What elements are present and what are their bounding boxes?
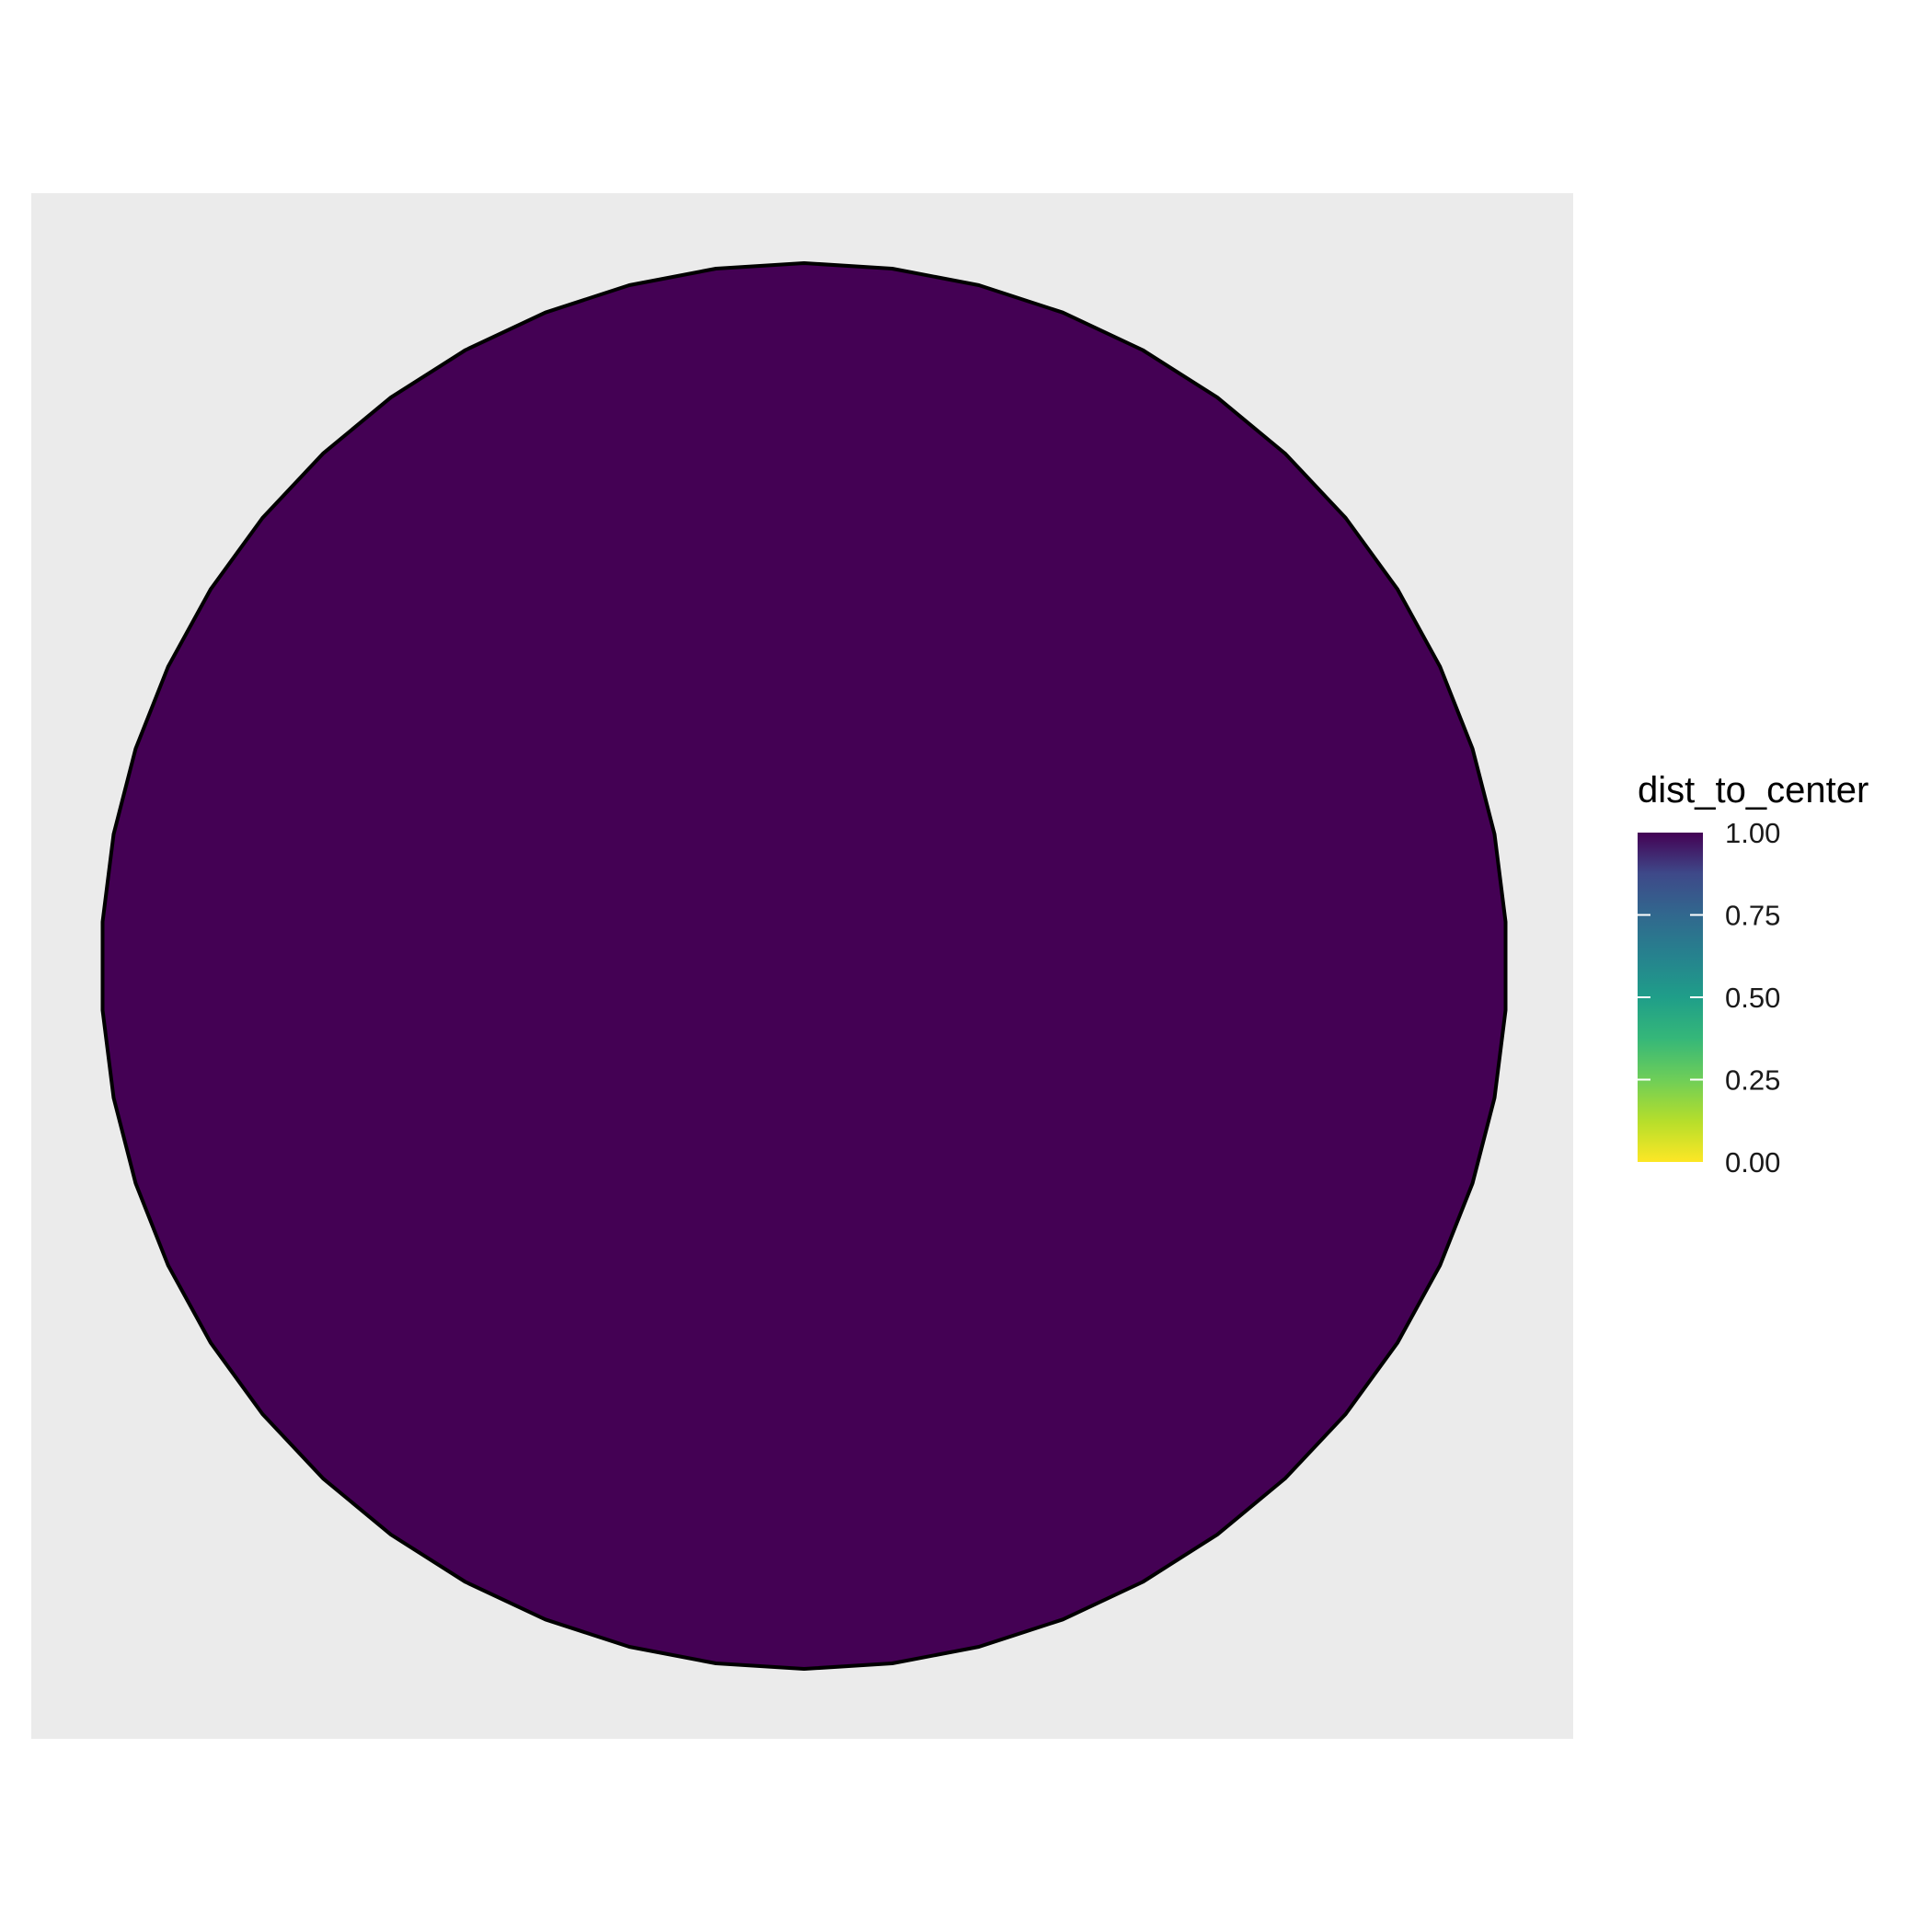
- legend: dist_to_center 0.00 0.25 0.50 0.75 1.00: [1638, 770, 1869, 1179]
- legend-tick-label: 1.00: [1725, 817, 1780, 849]
- legend-title: dist_to_center: [1638, 770, 1869, 811]
- legend-tick-label: 0.00: [1725, 1146, 1780, 1179]
- circle-polygon: [100, 261, 1508, 1671]
- legend-tick-label: 0.75: [1725, 900, 1780, 932]
- legend-tick-label: 0.25: [1725, 1064, 1780, 1097]
- legend-tick-label: 0.50: [1725, 982, 1780, 1014]
- legend-ticks: 0.00 0.25 0.50 0.75 1.00: [1638, 817, 1780, 1179]
